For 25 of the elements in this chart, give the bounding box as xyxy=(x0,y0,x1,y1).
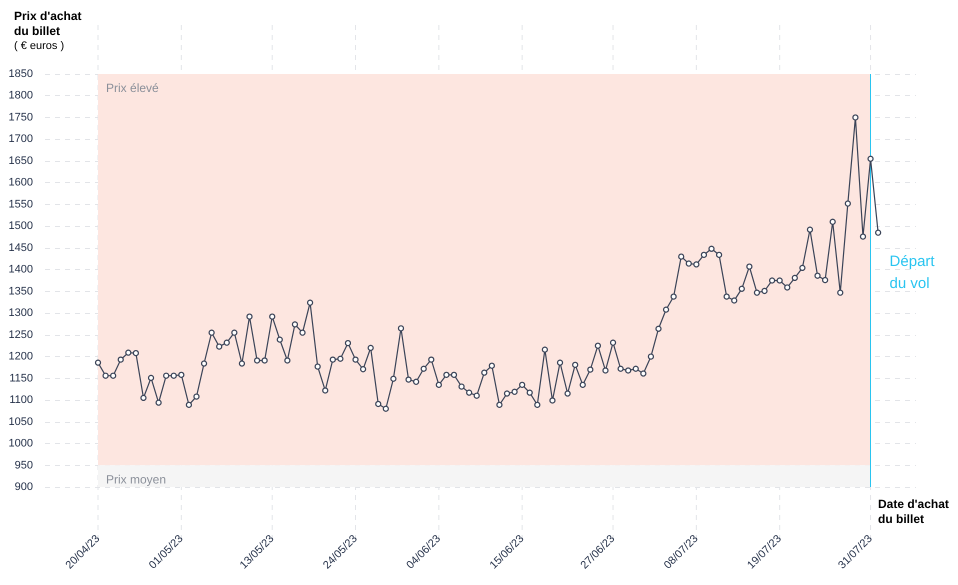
y-tick-label: 1100 xyxy=(9,394,33,406)
y-tick-label: 1650 xyxy=(8,154,33,167)
y-tick-label: 950 xyxy=(14,459,33,472)
y-tick-label: 1050 xyxy=(8,416,33,428)
y-tick-label: 1000 xyxy=(8,438,33,450)
y-tick-label: 1600 xyxy=(8,176,33,189)
y-tick-label: 1850 xyxy=(8,68,33,80)
y-tick-label: 1350 xyxy=(8,285,33,298)
y-tick-label: 1450 xyxy=(8,242,33,254)
y-tick-label: 1750 xyxy=(8,111,33,124)
band-label: Prix moyen xyxy=(106,472,166,486)
y-tick-label: 1800 xyxy=(8,90,33,102)
y-tick-label: 1700 xyxy=(8,133,33,146)
y-axis-title: Prix d'achat du billet ( € euros ) xyxy=(14,9,82,52)
band-label: Prix élevé xyxy=(106,81,160,95)
ref-line-label: Départ du vol xyxy=(890,253,936,292)
y-tick-label: 1250 xyxy=(8,328,33,341)
y-tick-label: 900 xyxy=(14,481,33,493)
y-tick-label: 1300 xyxy=(8,307,33,320)
y-tick-label: 1550 xyxy=(8,198,33,210)
x-axis-title: Date d'achat du billet xyxy=(878,497,949,526)
y-tick-label: 1400 xyxy=(8,264,33,276)
y-tick-label: 1150 xyxy=(9,372,33,384)
y-tick-label: 1200 xyxy=(8,350,33,363)
y-tick-label: 1500 xyxy=(8,220,33,232)
